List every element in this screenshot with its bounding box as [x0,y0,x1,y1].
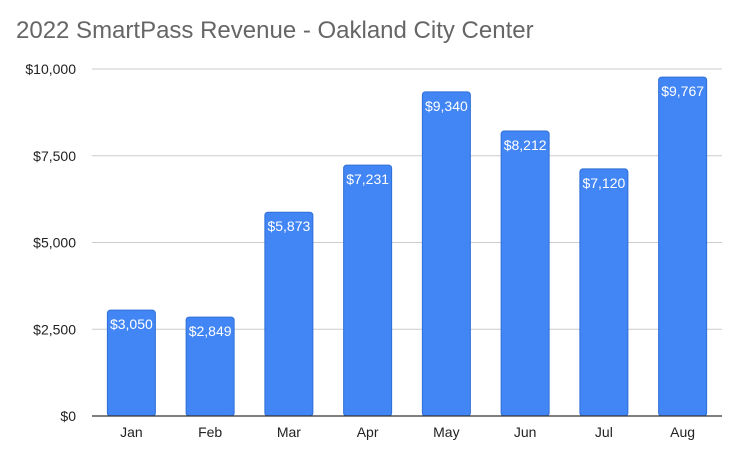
data-label: $8,212 [504,137,547,153]
data-label: $9,767 [661,83,704,99]
y-tick-label: $5,000 [33,235,76,251]
data-label: $2,849 [189,323,232,339]
chart-title: 2022 SmartPass Revenue - Oakland City Ce… [16,17,534,44]
y-tick-label: $2,500 [33,321,76,337]
x-tick-label: Jul [595,424,613,440]
bar-jun [500,130,550,417]
data-label: $3,050 [110,316,153,332]
bar-jul [579,168,629,417]
x-tick-label: May [433,424,459,440]
y-tick-label: $7,500 [33,148,76,164]
x-tick-label: Jan [120,424,143,440]
x-tick-label: Aug [670,424,695,440]
x-tick-label: Feb [198,424,222,440]
y-tick-label: $0 [60,408,76,424]
y-tick-label: $10,000 [25,61,76,77]
data-label: $7,231 [346,171,389,187]
bar-apr [343,164,393,417]
data-label: $9,340 [425,98,468,114]
x-tick-label: Mar [277,424,301,440]
data-label: $7,120 [582,175,625,191]
data-label: $5,873 [267,218,310,234]
bar-mar [264,211,314,417]
x-tick-label: Jun [514,424,537,440]
x-tick-label: Apr [357,424,379,440]
bar-may [421,91,471,417]
bar-aug [658,76,708,417]
